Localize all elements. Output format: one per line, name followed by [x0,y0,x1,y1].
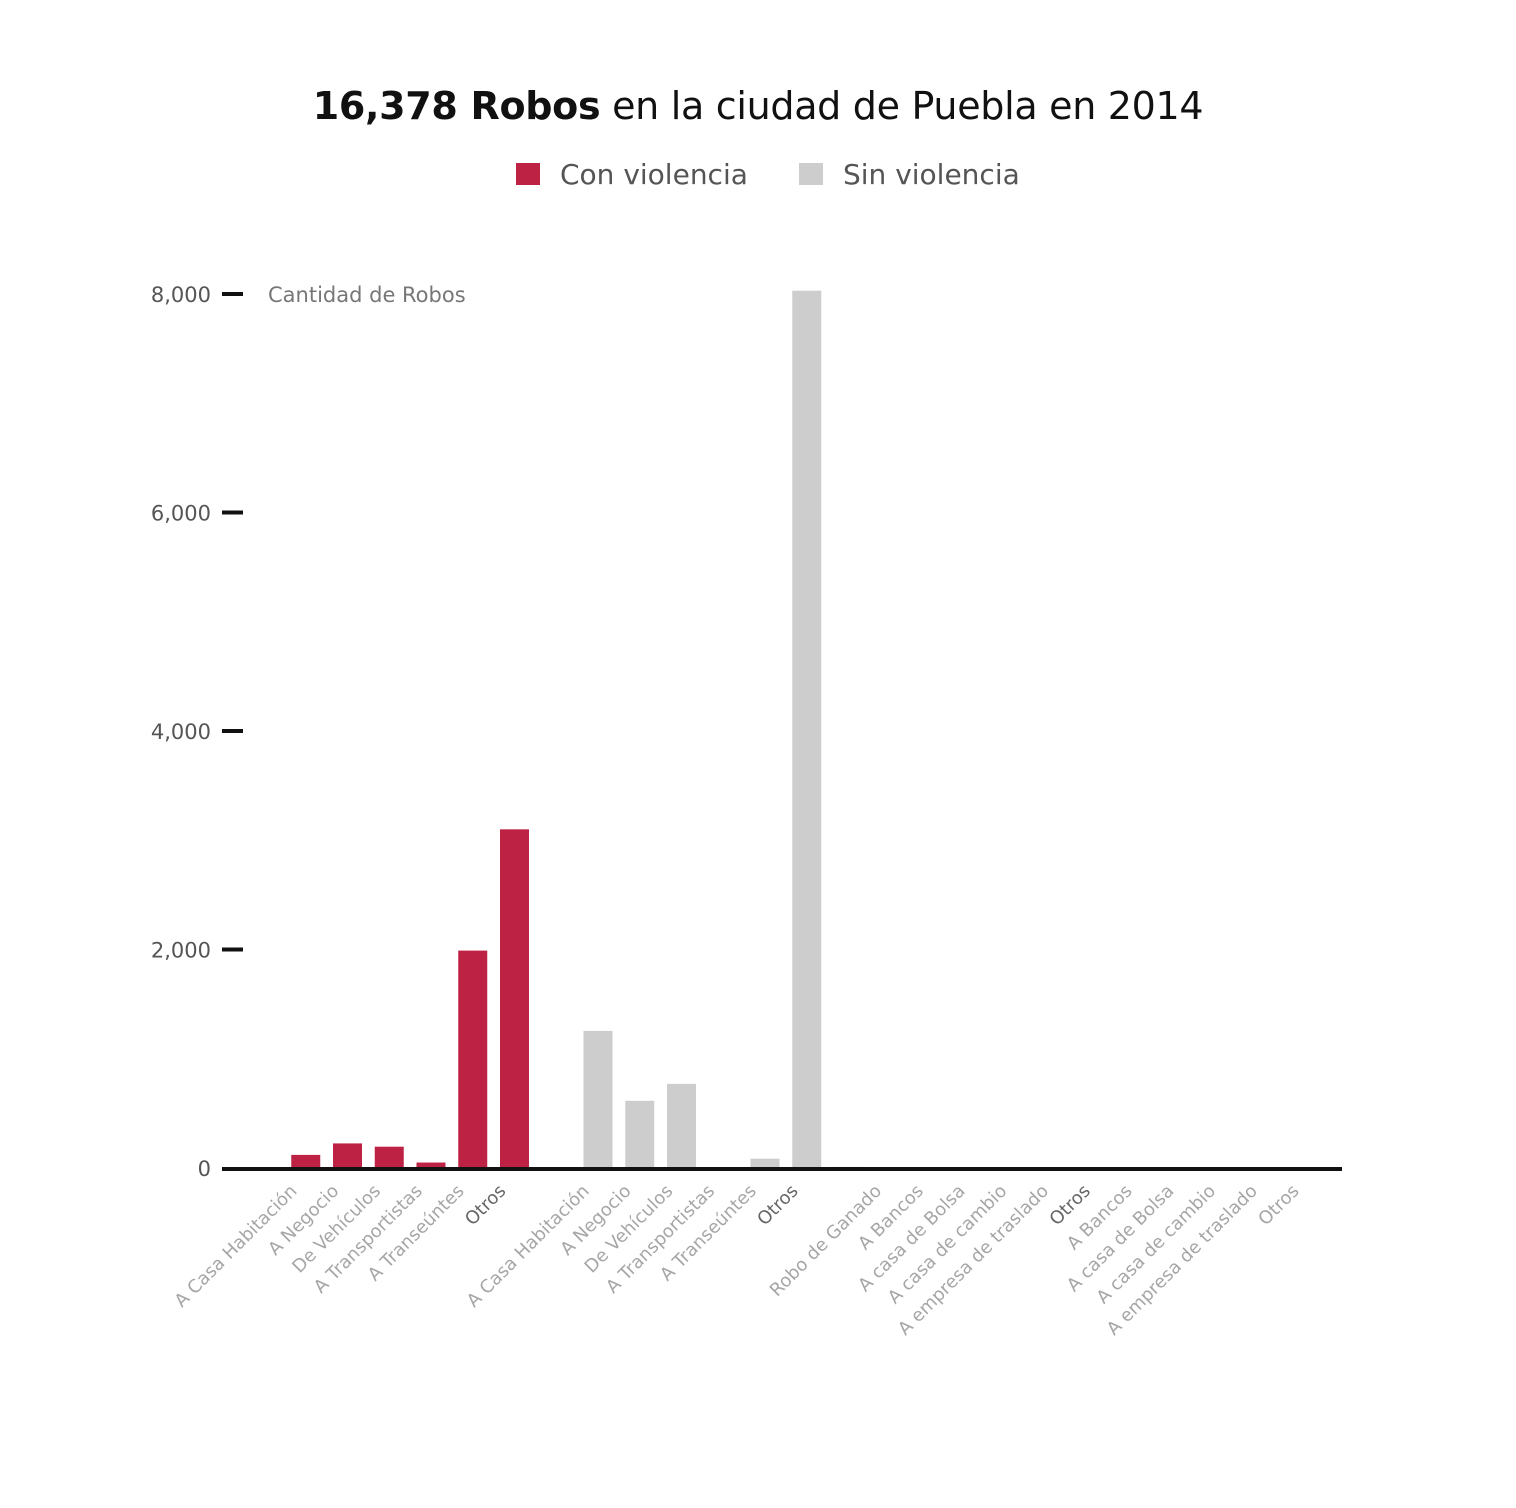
y-tick-label: 4,000 [151,720,211,744]
bar [500,829,529,1168]
bar [291,1154,321,1168]
legend: Con violencia Sin violencia [0,154,1516,194]
bar [750,1158,780,1168]
legend-swatch-con-violencia [516,163,540,185]
y-tick-label: 8,000 [151,283,211,307]
legend-swatch-sin-violencia [799,163,823,185]
legend-label-con-violencia: Con violencia [560,157,748,191]
bar [792,290,822,1168]
bar [583,1030,613,1168]
x-tick-label: Otros [753,1181,802,1230]
y-tick-label: 6,000 [151,502,211,526]
bar [374,1146,404,1168]
y-axis-label: Cantidad de Robos [268,283,466,307]
legend-item-con-violencia: Con violencia [516,154,748,194]
chart-title-bold: 16,378 Robos [312,84,601,128]
x-tick-label: Otros [461,1181,510,1230]
y-tick-label: 2,000 [151,939,211,963]
bar [667,1083,696,1168]
legend-item-sin-violencia: Sin violencia [799,154,1020,194]
bar [625,1100,655,1168]
chart-title: 16,378 Robos en la ciudad de Puebla en 2… [0,84,1516,128]
bar [416,1162,446,1168]
bar [458,950,488,1168]
x-tick-label: Otros [1254,1181,1303,1230]
y-tick-label: 0 [198,1157,211,1181]
chart-title-rest: en la ciudad de Puebla en 2014 [600,84,1204,128]
legend-label-sin-violencia: Sin violencia [843,157,1020,191]
bar [333,1143,362,1168]
